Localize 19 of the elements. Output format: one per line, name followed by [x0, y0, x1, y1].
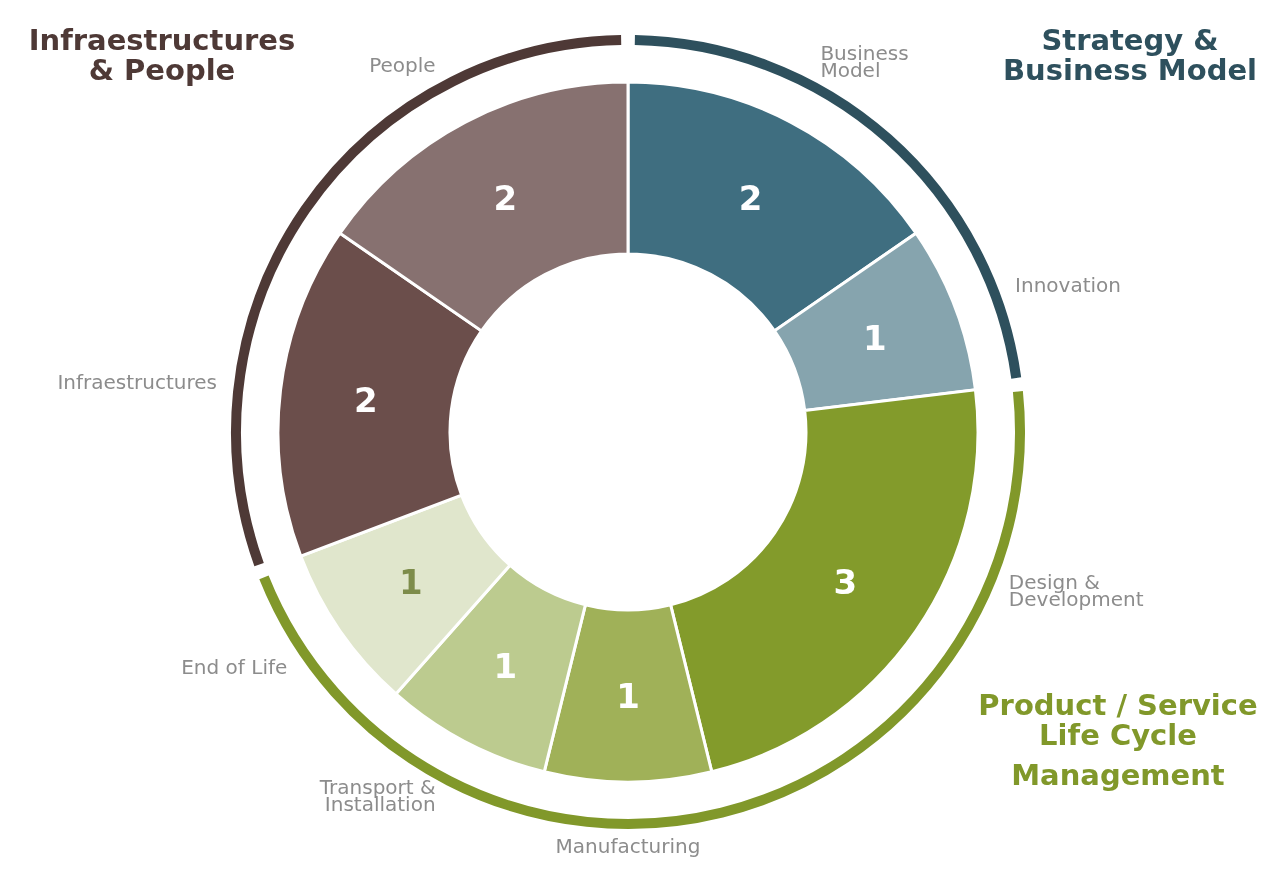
data-label: 2	[354, 380, 378, 421]
slice-label: End of Life	[181, 655, 288, 680]
slice-label: Design & Development	[1008, 570, 1144, 612]
text: Strategy & Business Model	[1002, 23, 1258, 87]
text: Infraestructures & People	[28, 23, 296, 87]
text: Product / Service Life Cycle Management	[978, 688, 1258, 792]
data-label: 2	[738, 178, 763, 219]
data-label: 1	[493, 645, 518, 686]
data-label: 3	[833, 561, 858, 602]
slice-label: Infraestructures	[57, 370, 218, 395]
slice-label: Innovation	[1015, 273, 1121, 298]
slice-label: Business Model	[820, 41, 909, 83]
data-label: 2	[493, 178, 518, 219]
slice-label: People	[369, 53, 436, 78]
data-label: 1	[863, 318, 887, 359]
slice-label: Manufacturing	[555, 834, 701, 858]
data-label: 1	[398, 561, 423, 602]
data-label: 1	[616, 675, 640, 716]
slice-label: Transport & Installation	[318, 774, 436, 816]
